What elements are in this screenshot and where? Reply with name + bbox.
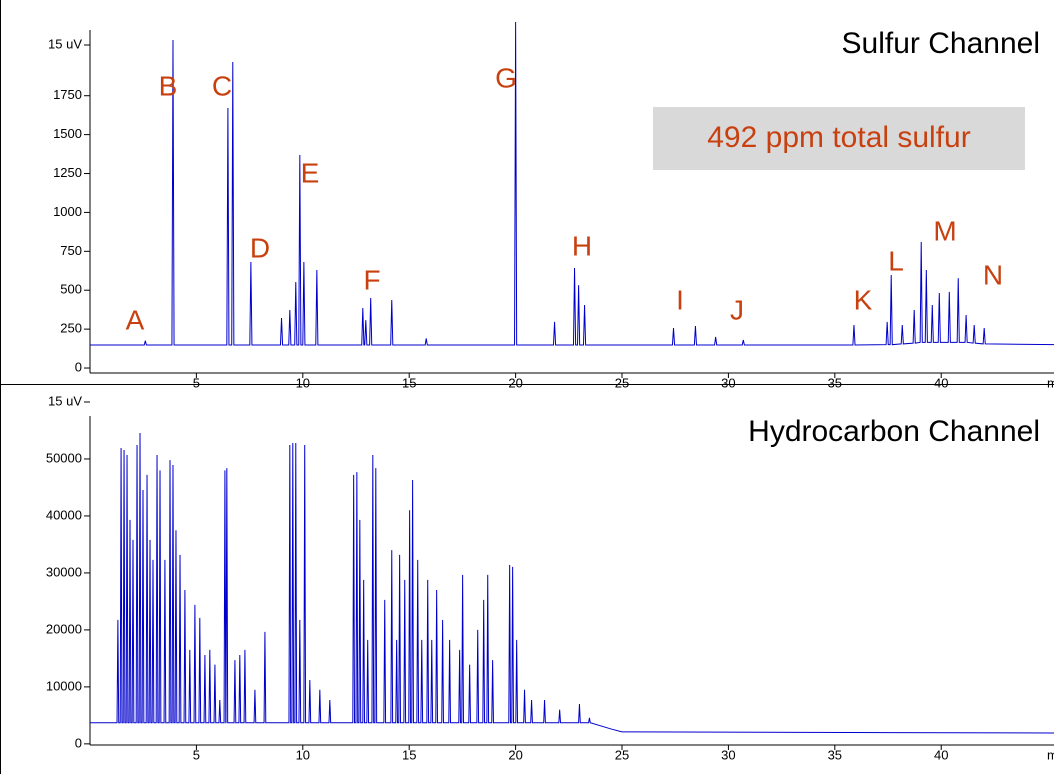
peak-label: K (854, 284, 873, 315)
peak-label: B (159, 70, 178, 101)
trace (90, 21, 1054, 346)
x-tick-label: 5 (193, 747, 200, 762)
peak-label: H (572, 230, 592, 261)
y-tick-label: 750 (60, 243, 82, 258)
y-tick-label: 15 uV (48, 393, 82, 408)
y-tick-label: 1250 (53, 165, 82, 180)
y-tick-label: 50000 (46, 450, 82, 465)
y-tick-label: 500 (60, 282, 82, 297)
note: 492 ppm total sulfur (707, 121, 970, 154)
x-tick-label: 25 (615, 375, 629, 390)
y-tick-label: 20000 (46, 621, 82, 636)
peak-label: D (250, 232, 270, 263)
peak-label: A (126, 304, 145, 335)
x-axis-label: m (1047, 747, 1054, 762)
y-tick-label: 10000 (46, 678, 82, 693)
x-tick-label: 5 (193, 375, 200, 390)
y-tick-label: 15 uV (48, 36, 82, 51)
x-tick-label: 25 (615, 747, 629, 762)
x-tick-label: 20 (508, 747, 522, 762)
peak-label: M (933, 215, 956, 246)
peak-label: C (212, 70, 232, 101)
channel-title: Sulfur Channel (842, 27, 1040, 60)
x-tick-label: 10 (296, 375, 310, 390)
peak-label: F (363, 264, 380, 295)
peak-label: I (676, 284, 684, 315)
x-tick-label: 15 (402, 375, 416, 390)
y-tick-label: 250 (60, 321, 82, 336)
peak-label: L (888, 245, 904, 276)
y-tick-label: 40000 (46, 507, 82, 522)
x-tick-label: 10 (296, 747, 310, 762)
peak-label: J (730, 294, 744, 325)
note-box (653, 107, 1025, 170)
y-tick-label: 1500 (53, 126, 82, 141)
x-tick-label: 40 (934, 747, 948, 762)
x-tick-label: 35 (828, 747, 842, 762)
x-axis-label: m (1047, 375, 1054, 390)
peak-label: E (301, 157, 320, 188)
x-tick-label: 40 (934, 375, 948, 390)
y-tick-label: 0 (75, 735, 82, 750)
x-tick-label: 35 (828, 375, 842, 390)
x-tick-label: 30 (721, 747, 735, 762)
x-tick-label: 15 (402, 747, 416, 762)
trace (90, 432, 1054, 734)
x-tick-label: 20 (508, 375, 522, 390)
y-tick-label: 30000 (46, 564, 82, 579)
y-tick-label: 1000 (53, 204, 82, 219)
y-tick-label: 0 (75, 359, 82, 374)
y-tick-label: 1750 (53, 87, 82, 102)
peak-label: G (495, 62, 517, 93)
peak-label: N (983, 259, 1003, 290)
x-tick-label: 30 (721, 375, 735, 390)
channel-title: Hydrocarbon Channel (748, 415, 1040, 448)
